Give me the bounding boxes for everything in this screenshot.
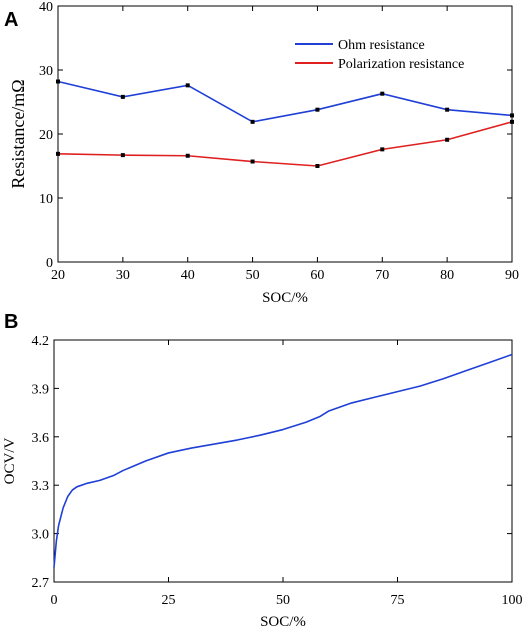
x-tick-label: 80 <box>440 268 454 283</box>
x-tick-label: 25 <box>162 593 176 608</box>
x-tick-label: 40 <box>181 268 195 283</box>
data-point <box>445 137 450 142</box>
legend-label-ohm: Ohm resistance <box>338 38 425 53</box>
x-tick-label: 50 <box>246 268 260 283</box>
panel-a-x-axis-title: SOC/% <box>262 290 308 306</box>
x-tick-label: 70 <box>375 268 389 283</box>
panel-a-y-axis-title: Resistance/mΩ <box>8 79 28 188</box>
data-point <box>315 107 320 112</box>
x-tick-label: 100 <box>502 593 523 608</box>
data-point <box>185 83 190 88</box>
y-tick-label: 2.7 <box>32 576 50 591</box>
panel-a-y-ticks: 0 10 20 30 40 <box>39 0 512 271</box>
x-tick-label: 0 <box>51 593 58 608</box>
panel-a-label: A <box>4 9 18 31</box>
data-point <box>185 153 190 158</box>
x-tick-label: 60 <box>310 268 324 283</box>
y-tick-label: 4.2 <box>32 334 50 349</box>
y-tick-label: 20 <box>39 128 53 143</box>
panel-a-x-ticks: 20 30 40 50 60 70 80 90 <box>51 6 519 283</box>
series-line-polarization <box>57 121 513 167</box>
data-point <box>445 107 450 112</box>
data-point <box>510 119 514 124</box>
y-tick-label: 3.3 <box>32 479 50 494</box>
panel-b-y-axis-title: OCV/V <box>2 437 18 484</box>
data-point <box>56 79 60 84</box>
panel-a-legend: Ohm resistance Polarization resistance <box>295 38 464 72</box>
data-point <box>380 91 385 96</box>
panel-b-series <box>53 353 513 568</box>
panel-b-plot-frame <box>53 339 513 583</box>
panel-b-label: B <box>4 311 18 333</box>
panel-b-x-axis-title: SOC/% <box>260 614 306 630</box>
panel-a-series <box>56 79 514 168</box>
x-tick-label: 90 <box>505 268 519 283</box>
y-tick-label: 3.0 <box>32 528 50 543</box>
y-tick-label: 3.9 <box>32 382 50 397</box>
data-point <box>56 151 60 156</box>
y-tick-label: 10 <box>39 192 53 207</box>
panel-b-y-ticks: 2.7 3.0 3.3 3.6 3.9 4.2 <box>32 334 512 591</box>
x-tick-label: 30 <box>116 268 130 283</box>
legend-label-polarization: Polarization resistance <box>338 57 464 72</box>
x-tick-label: 50 <box>276 593 290 608</box>
data-point <box>120 94 125 99</box>
data-point <box>380 147 385 152</box>
x-tick-label: 20 <box>51 268 65 283</box>
panel-b: B 0 25 50 75 100 2.7 3.0 3.3 3.6 3.9 4.2 SOC/% OC… <box>2 311 523 630</box>
y-tick-label: 3.6 <box>32 431 50 446</box>
series-line-ocv <box>53 353 513 568</box>
data-point <box>120 153 125 158</box>
x-tick-label: 75 <box>391 593 405 608</box>
y-tick-label: 40 <box>39 0 53 15</box>
panel-a: A 20 30 40 50 60 70 80 90 0 10 20 30 40 SOC/% Resis… <box>4 0 519 306</box>
data-point <box>250 119 255 124</box>
data-point <box>510 113 514 118</box>
data-point <box>250 159 255 164</box>
data-point <box>315 164 320 168</box>
panel-a-plot-frame <box>57 5 513 263</box>
series-line-ohm <box>57 80 513 123</box>
panel-b-x-ticks: 0 25 50 75 100 <box>51 340 523 608</box>
y-tick-label: 30 <box>39 64 53 79</box>
y-tick-label: 0 <box>46 256 53 271</box>
